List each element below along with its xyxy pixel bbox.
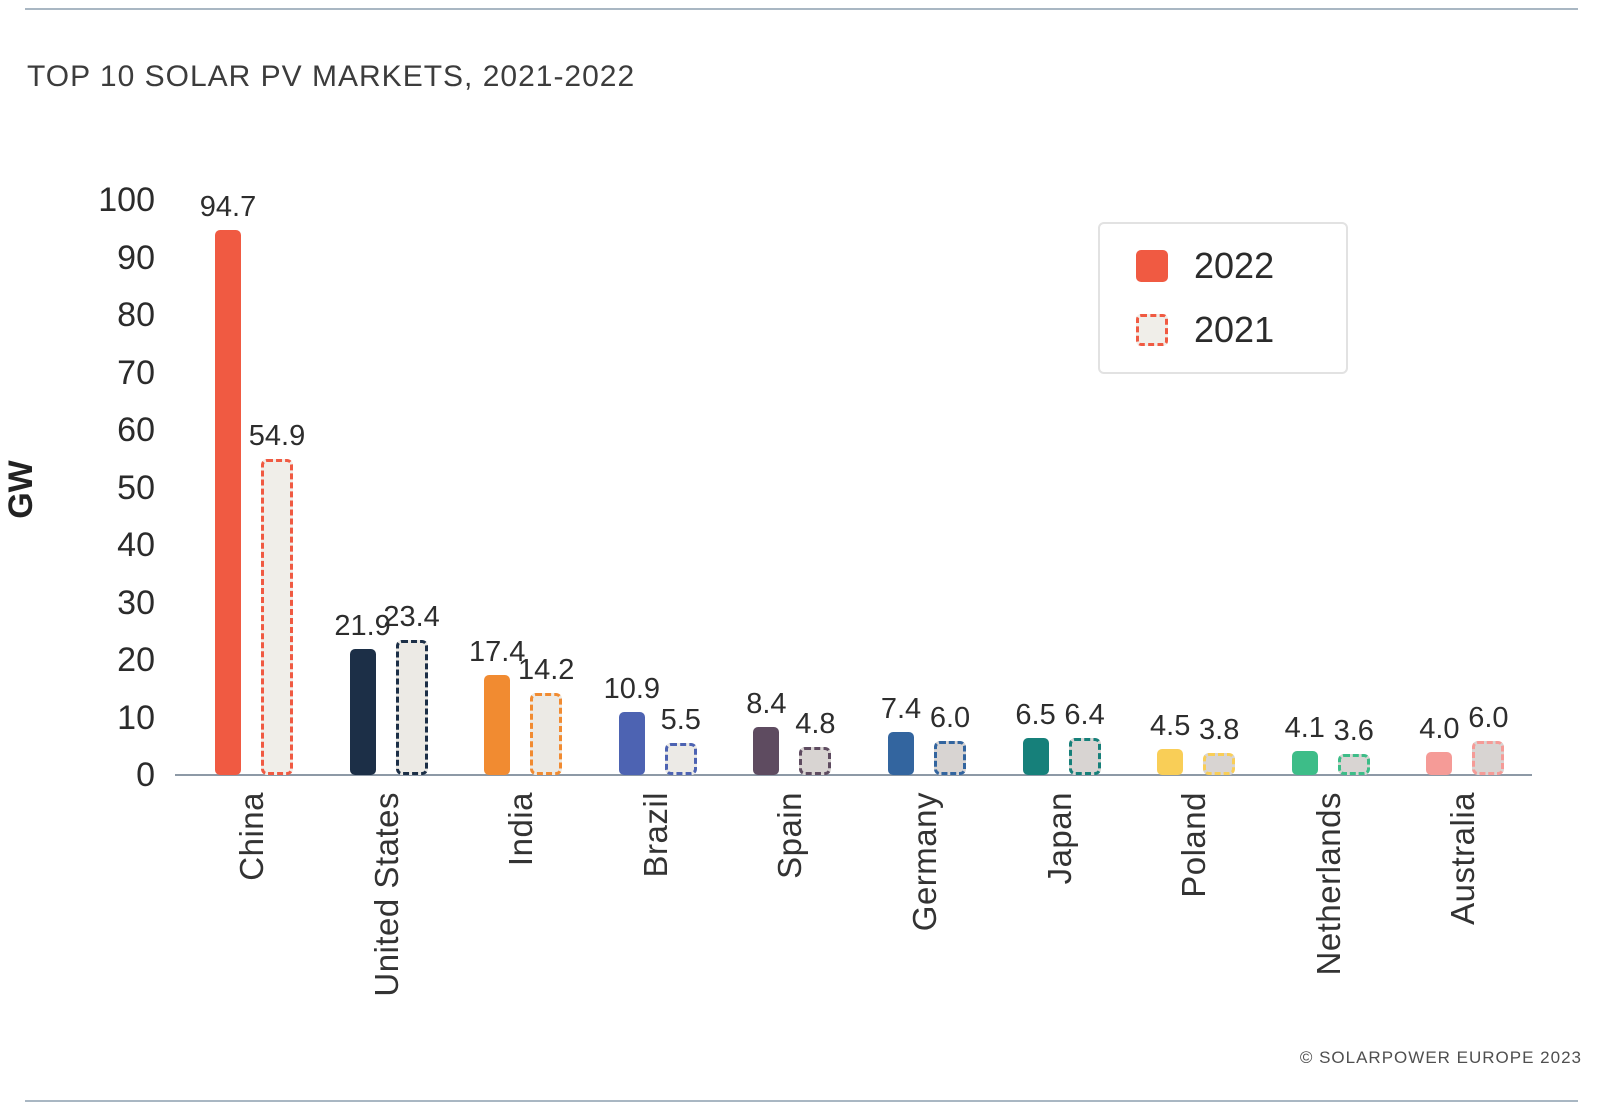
bar-2021-united-states [395, 640, 428, 775]
x-label-spain: Spain [771, 792, 809, 879]
legend-item-2021: 2021 [1136, 309, 1346, 351]
value-label-2022-china: 94.7 [199, 191, 257, 224]
legend-label-2021: 2021 [1194, 309, 1275, 350]
y-tick-label: 0 [136, 756, 155, 794]
chart-title: TOP 10 SOLAR PV MARKETS, 2021-2022 [27, 60, 636, 94]
x-label-china: China [233, 792, 270, 881]
x-label-japan: Japan [1040, 792, 1078, 885]
y-tick-label: 10 [117, 698, 155, 737]
bar-2022-poland [1157, 749, 1184, 775]
bar-2021-netherlands [1337, 754, 1370, 775]
bar-2022-brazil [618, 712, 645, 775]
bar-2022-united-states [349, 649, 376, 775]
legend-item-2022: 2022 [1136, 245, 1346, 287]
x-label-united-states: United States [367, 792, 405, 997]
bar-2022-spain [753, 726, 780, 775]
value-label-2021-china: 54.9 [248, 420, 306, 453]
bar-2022-netherlands [1291, 751, 1318, 775]
bottom-divider [25, 1100, 1578, 1102]
bar-2021-china [261, 459, 293, 775]
value-label-2022-japan: 6.5 [1015, 698, 1056, 731]
value-label-2022-poland: 4.5 [1150, 710, 1191, 743]
bar-2021-spain [799, 747, 832, 775]
value-label-2021-brazil: 5.5 [660, 704, 701, 737]
value-label-2022-united-states: 21.9 [334, 610, 391, 643]
bar-2022-india [484, 674, 511, 775]
bar-2021-australia [1472, 740, 1505, 775]
bar-2022-germany [888, 732, 914, 775]
y-axis-label: GW [1, 460, 40, 519]
x-label-netherlands: Netherlands [1309, 792, 1347, 976]
y-tick-label: 60 [117, 411, 155, 449]
y-tick-label: 30 [117, 583, 155, 622]
bar-2021-germany [934, 740, 966, 775]
value-label-2022-india: 17.4 [468, 635, 526, 668]
value-label-2021-germany: 6.0 [929, 701, 971, 734]
bar-2021-poland [1203, 753, 1236, 775]
legend-swatch-2022 [1136, 250, 1168, 282]
value-label-2022-netherlands: 4.1 [1284, 712, 1325, 745]
bar-2021-japan [1068, 738, 1101, 775]
x-label-poland: Poland [1175, 792, 1213, 898]
legend-label-2022: 2022 [1194, 245, 1275, 286]
y-tick-label: 90 [117, 238, 155, 277]
value-label-2021-australia: 6.0 [1468, 701, 1509, 734]
bar-2021-brazil [664, 743, 697, 775]
y-tick-label: 80 [117, 296, 155, 334]
x-axis-line [175, 774, 1532, 776]
copyright-credit: © SOLARPOWER EUROPE 2023 [1299, 1048, 1582, 1067]
bar-2022-china [215, 230, 241, 775]
y-tick-label: 50 [117, 468, 155, 507]
legend-swatch-2021 [1136, 314, 1168, 346]
value-label-2022-australia: 4.0 [1419, 713, 1460, 745]
value-label-2021-japan: 6.4 [1064, 699, 1105, 732]
x-label-india: India [502, 792, 540, 867]
top-divider [25, 8, 1578, 10]
bar-2022-australia [1426, 752, 1453, 775]
x-label-germany: Germany [906, 792, 943, 932]
bar-2021-india [530, 693, 563, 775]
value-label-2021-poland: 3.8 [1199, 714, 1240, 747]
value-label-2022-brazil: 10.9 [603, 673, 661, 706]
value-label-2022-spain: 8.4 [746, 687, 787, 720]
bar-2022-japan [1022, 737, 1049, 775]
y-tick-label: 70 [117, 353, 155, 392]
x-label-australia: Australia [1444, 792, 1482, 925]
value-label-2021-netherlands: 3.6 [1333, 715, 1374, 748]
y-tick-label: 20 [117, 641, 155, 679]
value-label-2022-germany: 7.4 [880, 693, 922, 726]
value-label-2021-india: 14.2 [517, 654, 575, 687]
x-label-brazil: Brazil [636, 792, 674, 878]
y-tick-label: 40 [117, 526, 155, 564]
value-label-2021-spain: 4.8 [795, 708, 836, 741]
y-tick-label: 100 [98, 181, 155, 219]
legend: 2022 2021 [1098, 222, 1348, 374]
value-label-2021-united-states: 23.4 [383, 601, 440, 634]
